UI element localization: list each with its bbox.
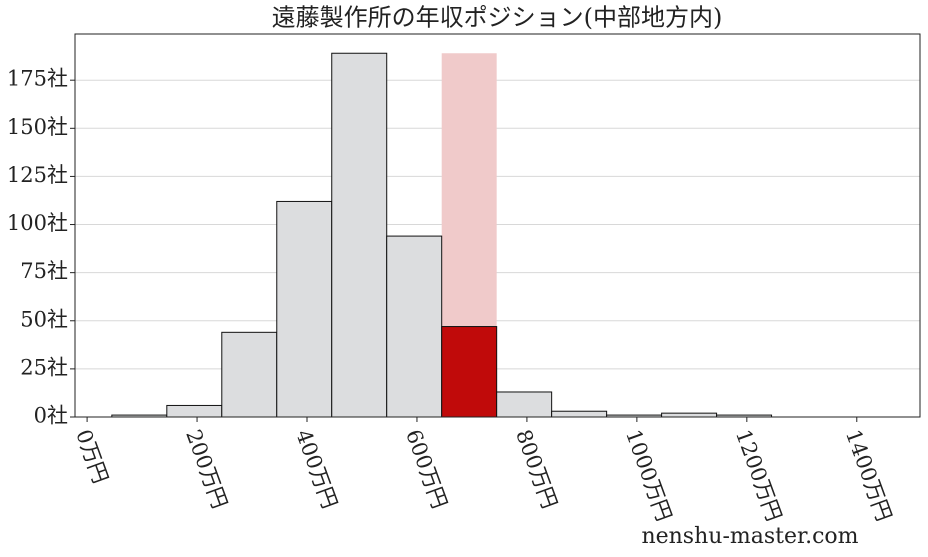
bar: [166, 404, 223, 418]
bar: [331, 52, 388, 418]
y-tick-label: 50社: [20, 307, 68, 331]
x-tick-label: 200万円: [181, 426, 232, 511]
chart-title: 遠藤製作所の年収ポジション(中部地方内): [272, 4, 723, 32]
watermark: nenshu-master.com: [641, 524, 858, 549]
bar: [661, 412, 718, 418]
bar: [441, 326, 498, 418]
y-tick-label: 175社: [7, 67, 68, 91]
x-tick-label: 1400万円: [841, 426, 896, 524]
x-tick-label: 800万円: [511, 426, 562, 511]
y-tick-label: 125社: [7, 163, 68, 187]
x-tick-label: 1000万円: [621, 426, 676, 524]
bar: [221, 331, 278, 418]
bar: [386, 235, 443, 418]
plot-frame: [74, 33, 921, 418]
x-tick-label: 600万円: [401, 426, 452, 511]
y-tick-label: 100社: [7, 211, 68, 235]
x-tick-label: 400万円: [291, 426, 342, 511]
y-tick-label: 75社: [20, 259, 68, 283]
bar: [276, 200, 333, 418]
x-tick-label: 1200万円: [731, 426, 786, 524]
bar: [551, 410, 608, 418]
y-tick-label: 25社: [20, 355, 68, 379]
y-tick-label: 150社: [7, 115, 68, 139]
x-tick-label: 0万円: [71, 426, 112, 486]
y-tick-label: 0社: [34, 404, 68, 428]
bar: [496, 391, 553, 418]
